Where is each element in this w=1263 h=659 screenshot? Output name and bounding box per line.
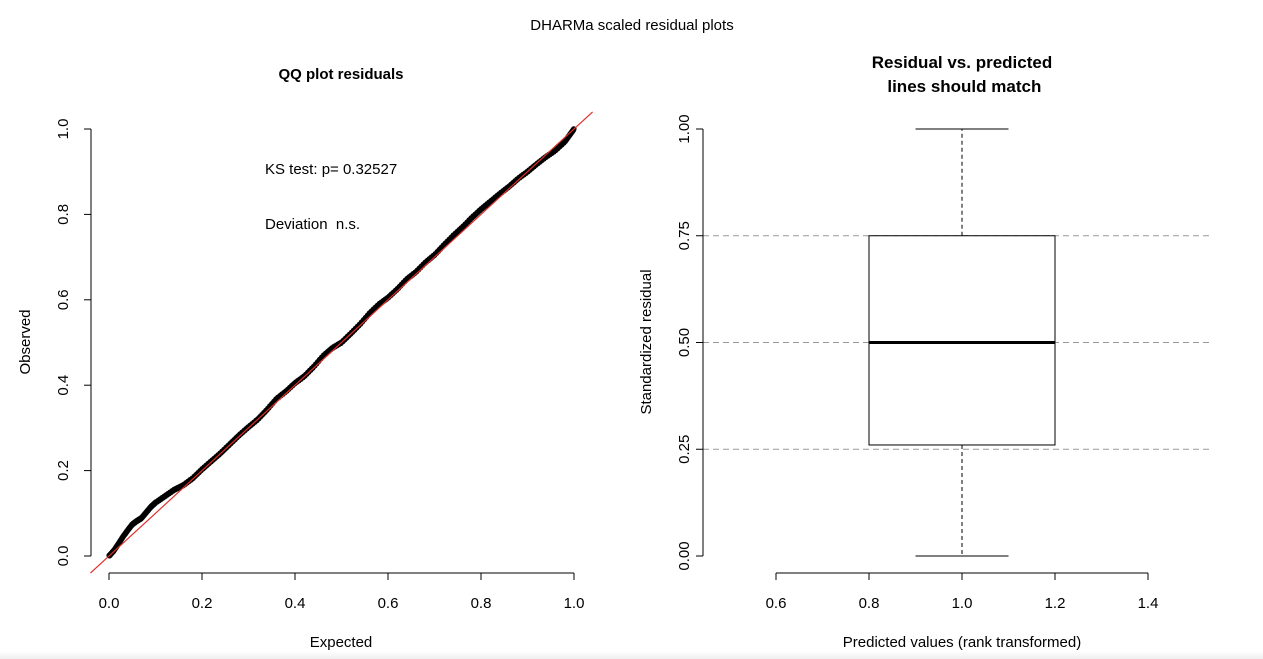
qq-reference-line [89,111,594,574]
qq-y-tick-label: 0.2 [55,460,72,481]
residual-vs-predicted-panel: Residual vs. predicted lines should matc… [638,53,1210,651]
box-y-tick-label: 0.75 [676,221,693,250]
box-y-tick-label: 0.50 [676,328,693,357]
box-y-tick-label: 0.00 [676,541,693,570]
qq-plot-title: QQ plot residuals [278,66,403,83]
qq-y-tick-label: 0.4 [55,375,72,396]
box-x-tick-label: 0.8 [859,595,880,612]
qq-x-tick-label: 0.2 [192,595,213,612]
box-x-tick-label: 1.0 [952,595,973,612]
box-iqr-rect [868,235,1056,446]
qq-x-tick-label: 0.8 [471,595,492,612]
qq-y-tick-label: 0.0 [55,546,72,567]
qq-y-tick-label: 1.0 [55,119,72,140]
deviation-annotation: Deviation n.s. [265,216,360,233]
box-x-tick-label: 1.4 [1138,595,1159,612]
window-bottom-edge [0,651,1263,659]
box-y-tick-label: 1.00 [676,114,693,143]
box-plot-title-line-1: Residual vs. predicted [872,53,1052,72]
qq-y-axis-label: Observed [17,309,34,374]
qq-x-tick-label: 0.6 [378,595,399,612]
qq-x-tick-label: 1.0 [564,595,585,612]
ks-test-annotation: KS test: p= 0.32527 [265,161,397,178]
box-y-tick-label: 0.25 [676,435,693,464]
qq-x-tick-label: 0.4 [285,595,306,612]
box-x-axis-label: Predicted values (rank transformed) [843,634,1081,651]
qq-plot-panel: QQ plot residuals Expected Observed KS t… [17,66,594,651]
box-plot-title-line-2: lines should match [883,77,1042,96]
qq-y-tick-label: 0.6 [55,289,72,310]
page-title: DHARMa scaled residual plots [530,17,733,34]
box-y-axis-label: Standardized residual [638,269,655,414]
box-x-tick-label: 0.6 [766,595,787,612]
box-x-tick-label: 1.2 [1045,595,1066,612]
qq-y-tick-label: 0.8 [55,204,72,225]
qq-x-axis-label: Expected [310,634,373,651]
qq-x-tick-label: 0.0 [99,595,120,612]
